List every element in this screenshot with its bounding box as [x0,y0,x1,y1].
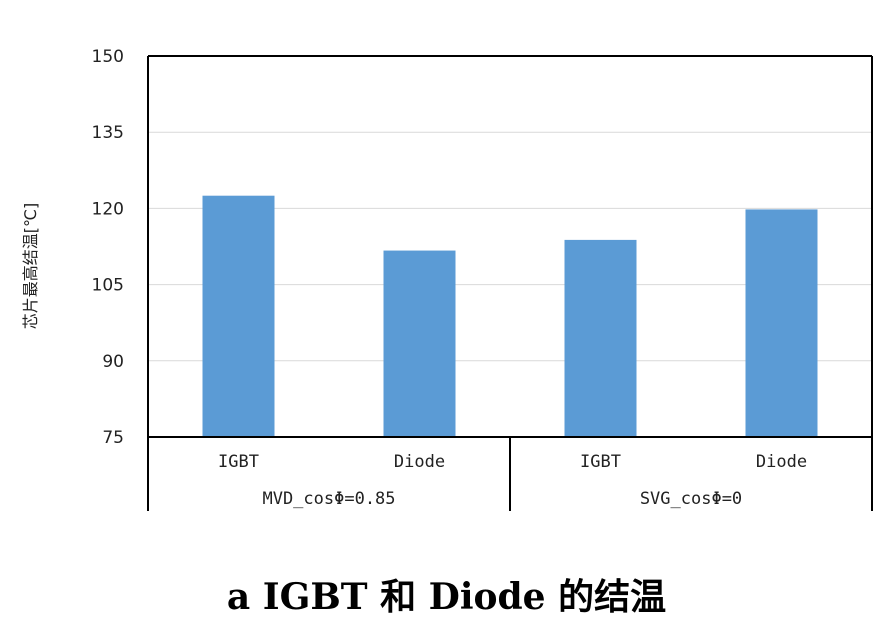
y-tick-label: 75 [102,428,124,448]
y-axis-title: 芯片最高结温[℃] [21,203,40,329]
y-tick-label: 90 [102,352,124,372]
x-category-label: Diode [756,452,807,472]
bar-igbt-1 [564,239,637,437]
x-group-label: SVG_cosΦ=0 [640,489,742,509]
axes [147,55,873,511]
bar-igbt-0 [202,195,275,437]
x-category-label: IGBT [580,452,621,472]
figure-caption: a IGBT 和 Diode 的结温 [226,576,667,618]
bars [202,195,818,437]
y-tick-label: 135 [92,123,124,143]
x-category-label: Diode [394,452,445,472]
y-tick-label: 120 [92,199,124,219]
x-category-label: IGBT [218,452,259,472]
y-tick-label: 150 [92,47,124,67]
bar-diode-1 [745,209,818,437]
x-group-label: MVD_cosΦ=0.85 [262,489,395,509]
bar-diode-0 [383,250,456,437]
y-tick-label: 105 [92,276,124,296]
